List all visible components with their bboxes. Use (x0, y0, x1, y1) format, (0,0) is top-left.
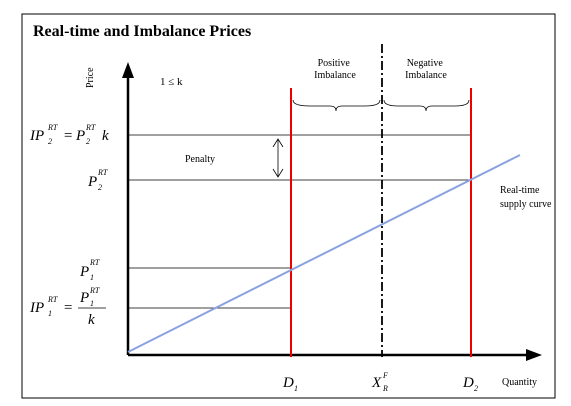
math: IP (29, 128, 44, 144)
math-sub: 1 (48, 309, 52, 318)
p2-label: P 2 RT (87, 168, 108, 192)
p1-label: P 1 RT (79, 258, 100, 282)
math-sub: 1 (294, 384, 298, 393)
price-lines (128, 134, 471, 309)
math-sup: RT (47, 295, 58, 304)
supply-curve (127, 154, 521, 353)
math-sup: RT (85, 123, 96, 132)
math-sub: 1 (90, 273, 94, 282)
curve-line: Real-time (500, 185, 540, 196)
curve-label: Real-time supply curve (500, 185, 552, 210)
math: IP (29, 300, 44, 316)
math: X (371, 375, 382, 391)
xr-label: X R F (371, 371, 388, 393)
math-sup: RT (97, 168, 108, 177)
math: P (87, 174, 97, 190)
d1-label: D 1 (282, 375, 298, 393)
math: P (75, 128, 85, 144)
brace-positive (292, 99, 381, 112)
region-label: Positive Imbalance (314, 58, 356, 81)
math: P (79, 264, 89, 280)
math: = (63, 300, 73, 316)
math-sup: RT (47, 123, 58, 132)
math: D (462, 375, 474, 391)
math-sup: F (382, 371, 388, 380)
math-sub: 2 (98, 183, 102, 192)
region-line: Negative (407, 58, 444, 69)
title: Real-time and Imbalance Prices (33, 23, 251, 40)
math-sup: RT (89, 258, 100, 267)
penalty-label: Penalty (185, 154, 215, 165)
math: P (79, 290, 89, 306)
ip1-label: IP 1 RT = P 1 RT k (29, 286, 106, 328)
ip2-label: IP 2 RT = P 2 RT k (29, 123, 109, 146)
top-strip (0, 0, 571, 10)
math: k (102, 128, 109, 144)
condition: 1 ≤ k (160, 76, 183, 88)
math-sub: 2 (474, 384, 478, 393)
frame (21, 13, 556, 399)
brace-negative (383, 99, 470, 112)
x-arrow (526, 349, 542, 361)
region-line: Imbalance (405, 70, 447, 81)
math: D (282, 375, 294, 391)
math-sub: 1 (90, 299, 94, 308)
math-sub: 2 (86, 137, 90, 146)
region-line: Imbalance (314, 70, 356, 81)
y-axis-label: Price (85, 67, 96, 88)
x-axis-label: Quantity (502, 377, 537, 388)
arrow-head (272, 138, 284, 148)
math-sub: R (382, 384, 388, 393)
region-label: Negative Imbalance (405, 58, 447, 81)
math-sub: 2 (48, 137, 52, 146)
math: k (88, 312, 95, 328)
math-sup: RT (89, 286, 100, 295)
curve-line: supply curve (500, 199, 552, 210)
math: = (63, 128, 73, 144)
d2-label: D 2 (462, 375, 478, 393)
y-arrow (122, 62, 134, 78)
arrow-head (272, 168, 284, 178)
region-line: Positive (318, 58, 351, 69)
